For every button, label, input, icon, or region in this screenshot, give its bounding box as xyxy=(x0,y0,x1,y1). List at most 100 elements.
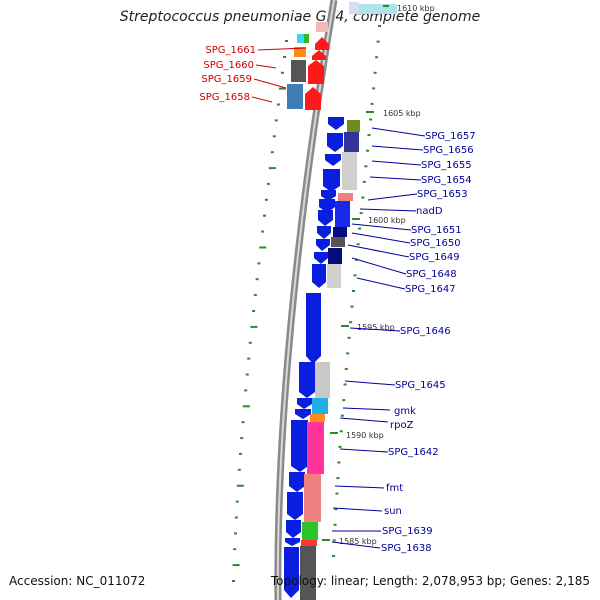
kbp-label-1610: 1610 kbp xyxy=(397,4,435,13)
outer-tick xyxy=(362,180,366,183)
gene-block-spg1659[interactable] xyxy=(291,60,306,82)
gene-arrow-nadd[interactable] xyxy=(318,210,333,226)
outer-tick xyxy=(373,71,377,74)
label-spg1651[interactable]: SPG_1651 xyxy=(411,225,462,236)
kbp-label-1605: 1605 kbp xyxy=(383,109,421,118)
outer-tick xyxy=(340,414,344,417)
outer-tick xyxy=(337,461,341,464)
label-spg1660[interactable]: SPG_1660 xyxy=(203,60,254,71)
gene-arrow-spg1659[interactable] xyxy=(308,60,324,84)
outer-tick xyxy=(268,167,276,170)
gene-arrow-spg1638[interactable] xyxy=(284,547,299,598)
gene-arrow-spg1658[interactable] xyxy=(305,87,321,110)
label-spg1654[interactable]: SPG_1654 xyxy=(421,175,472,186)
gene-arrow-spg1654[interactable] xyxy=(321,190,336,201)
label-spg1647[interactable]: SPG_1647 xyxy=(405,284,456,295)
label-spg1642[interactable]: SPG_1642 xyxy=(388,447,439,458)
gene-block-spg1660[interactable] xyxy=(294,47,306,57)
outer-tick xyxy=(347,336,351,339)
outer-tick xyxy=(367,134,371,137)
gene-arrow-spg1650[interactable] xyxy=(316,239,330,251)
gene-arrow-spg1645[interactable] xyxy=(299,362,315,398)
outer-tick xyxy=(338,445,342,448)
outer-tick xyxy=(378,25,381,27)
label-spg1655[interactable]: SPG_1655 xyxy=(421,160,472,171)
label-spg1650[interactable]: SPG_1650 xyxy=(410,238,461,249)
outer-tick xyxy=(250,325,258,328)
gene-arrow-rpoz[interactable] xyxy=(295,409,311,419)
outer-tick xyxy=(285,40,288,42)
label-spg1657[interactable]: SPG_1657 xyxy=(425,131,476,142)
gene-arrow-spg1646[interactable] xyxy=(306,293,321,364)
gene-arrow-sun[interactable] xyxy=(287,492,303,520)
gene-arrow-spg1661[interactable] xyxy=(315,37,329,50)
label-spg1661[interactable]: SPG_1661 xyxy=(205,45,256,56)
outer-tick xyxy=(359,212,363,215)
label-rpoz[interactable]: rpoZ xyxy=(390,420,414,431)
gene-arrow-gmk[interactable] xyxy=(297,398,312,409)
outer-tick xyxy=(266,182,270,185)
outer-tick xyxy=(253,294,257,297)
label-spg1639[interactable]: SPG_1639 xyxy=(382,526,433,537)
gene-block-spg1658[interactable] xyxy=(287,84,303,109)
label-spg1645[interactable]: SPG_1645 xyxy=(395,380,446,391)
outer-tick xyxy=(257,262,261,265)
outer-tick xyxy=(234,516,238,519)
gene-arrow-spg1642[interactable] xyxy=(291,420,308,472)
outer-tick xyxy=(276,103,280,106)
accession-label: Accession: NC_011072 xyxy=(9,574,146,588)
reverse-strand-genes xyxy=(287,22,329,110)
outer-tick xyxy=(233,548,237,551)
label-spg1648[interactable]: SPG_1648 xyxy=(406,269,457,280)
kbp-scale: 1610 kbp 1605 kbp 1600 kbp 1595 kbp 1590… xyxy=(322,4,435,546)
label-spg1659[interactable]: SPG_1659 xyxy=(201,74,252,85)
outer-tick xyxy=(240,437,244,440)
outer-tick xyxy=(335,492,339,495)
label-fmt[interactable]: fmt xyxy=(386,483,403,494)
outer-tick xyxy=(343,383,347,386)
kbp-label-1590: 1590 kbp xyxy=(346,431,384,440)
label-spg1653[interactable]: SPG_1653 xyxy=(417,189,468,200)
gene-arrow-spg1647[interactable] xyxy=(312,264,326,288)
label-gmk[interactable]: gmk xyxy=(394,406,416,417)
label-nadd[interactable]: nadD xyxy=(416,206,443,217)
gene-arrow-fmt[interactable] xyxy=(289,472,305,492)
outer-tick xyxy=(376,40,380,43)
outer-tick xyxy=(278,87,286,90)
forward-gene-labels: SPG_1657 SPG_1656 SPG_1655 SPG_1654 SPG_… xyxy=(331,127,476,554)
outer-tick xyxy=(255,278,259,281)
outer-tick xyxy=(372,87,376,90)
outer-tick xyxy=(232,564,240,567)
gene-arrow-spg1653[interactable] xyxy=(319,199,335,213)
outer-tick xyxy=(344,367,348,370)
gene-block-spg1661[interactable] xyxy=(297,34,304,43)
gene-arrow-spg1660[interactable] xyxy=(312,50,326,60)
outer-tick xyxy=(280,71,284,74)
label-spg1646[interactable]: SPG_1646 xyxy=(400,326,451,337)
outer-tick xyxy=(259,246,267,249)
outer-tick xyxy=(234,532,237,535)
outer-tick xyxy=(245,373,249,376)
outer-tick xyxy=(252,310,256,312)
outer-tick xyxy=(366,149,369,152)
label-spg1656[interactable]: SPG_1656 xyxy=(423,145,474,156)
gene-arrow-spg1649[interactable] xyxy=(314,252,328,264)
gene-arrow-spg1651[interactable] xyxy=(317,226,331,239)
kbp-label-1585: 1585 kbp xyxy=(339,537,377,546)
outer-tick xyxy=(352,290,355,292)
gene-arrow-spg1639[interactable] xyxy=(286,520,301,538)
outer-tick xyxy=(241,421,245,424)
outer-tick xyxy=(353,274,357,277)
gene-arrow-spg1657[interactable] xyxy=(328,117,344,130)
genome-summary: Topology: linear; Length: 2,078,953 bp; … xyxy=(270,574,590,588)
outer-tick xyxy=(283,55,286,58)
gene-arrow-spg1655[interactable] xyxy=(323,169,340,192)
label-spg1638[interactable]: SPG_1638 xyxy=(381,543,432,554)
outer-tick xyxy=(361,196,365,199)
gene-arrow-spg1656[interactable] xyxy=(327,133,343,152)
label-sun[interactable]: sun xyxy=(384,506,402,517)
label-spg1649[interactable]: SPG_1649 xyxy=(409,252,460,263)
outer-tick xyxy=(358,227,362,230)
label-spg1658[interactable]: SPG_1658 xyxy=(199,92,250,103)
